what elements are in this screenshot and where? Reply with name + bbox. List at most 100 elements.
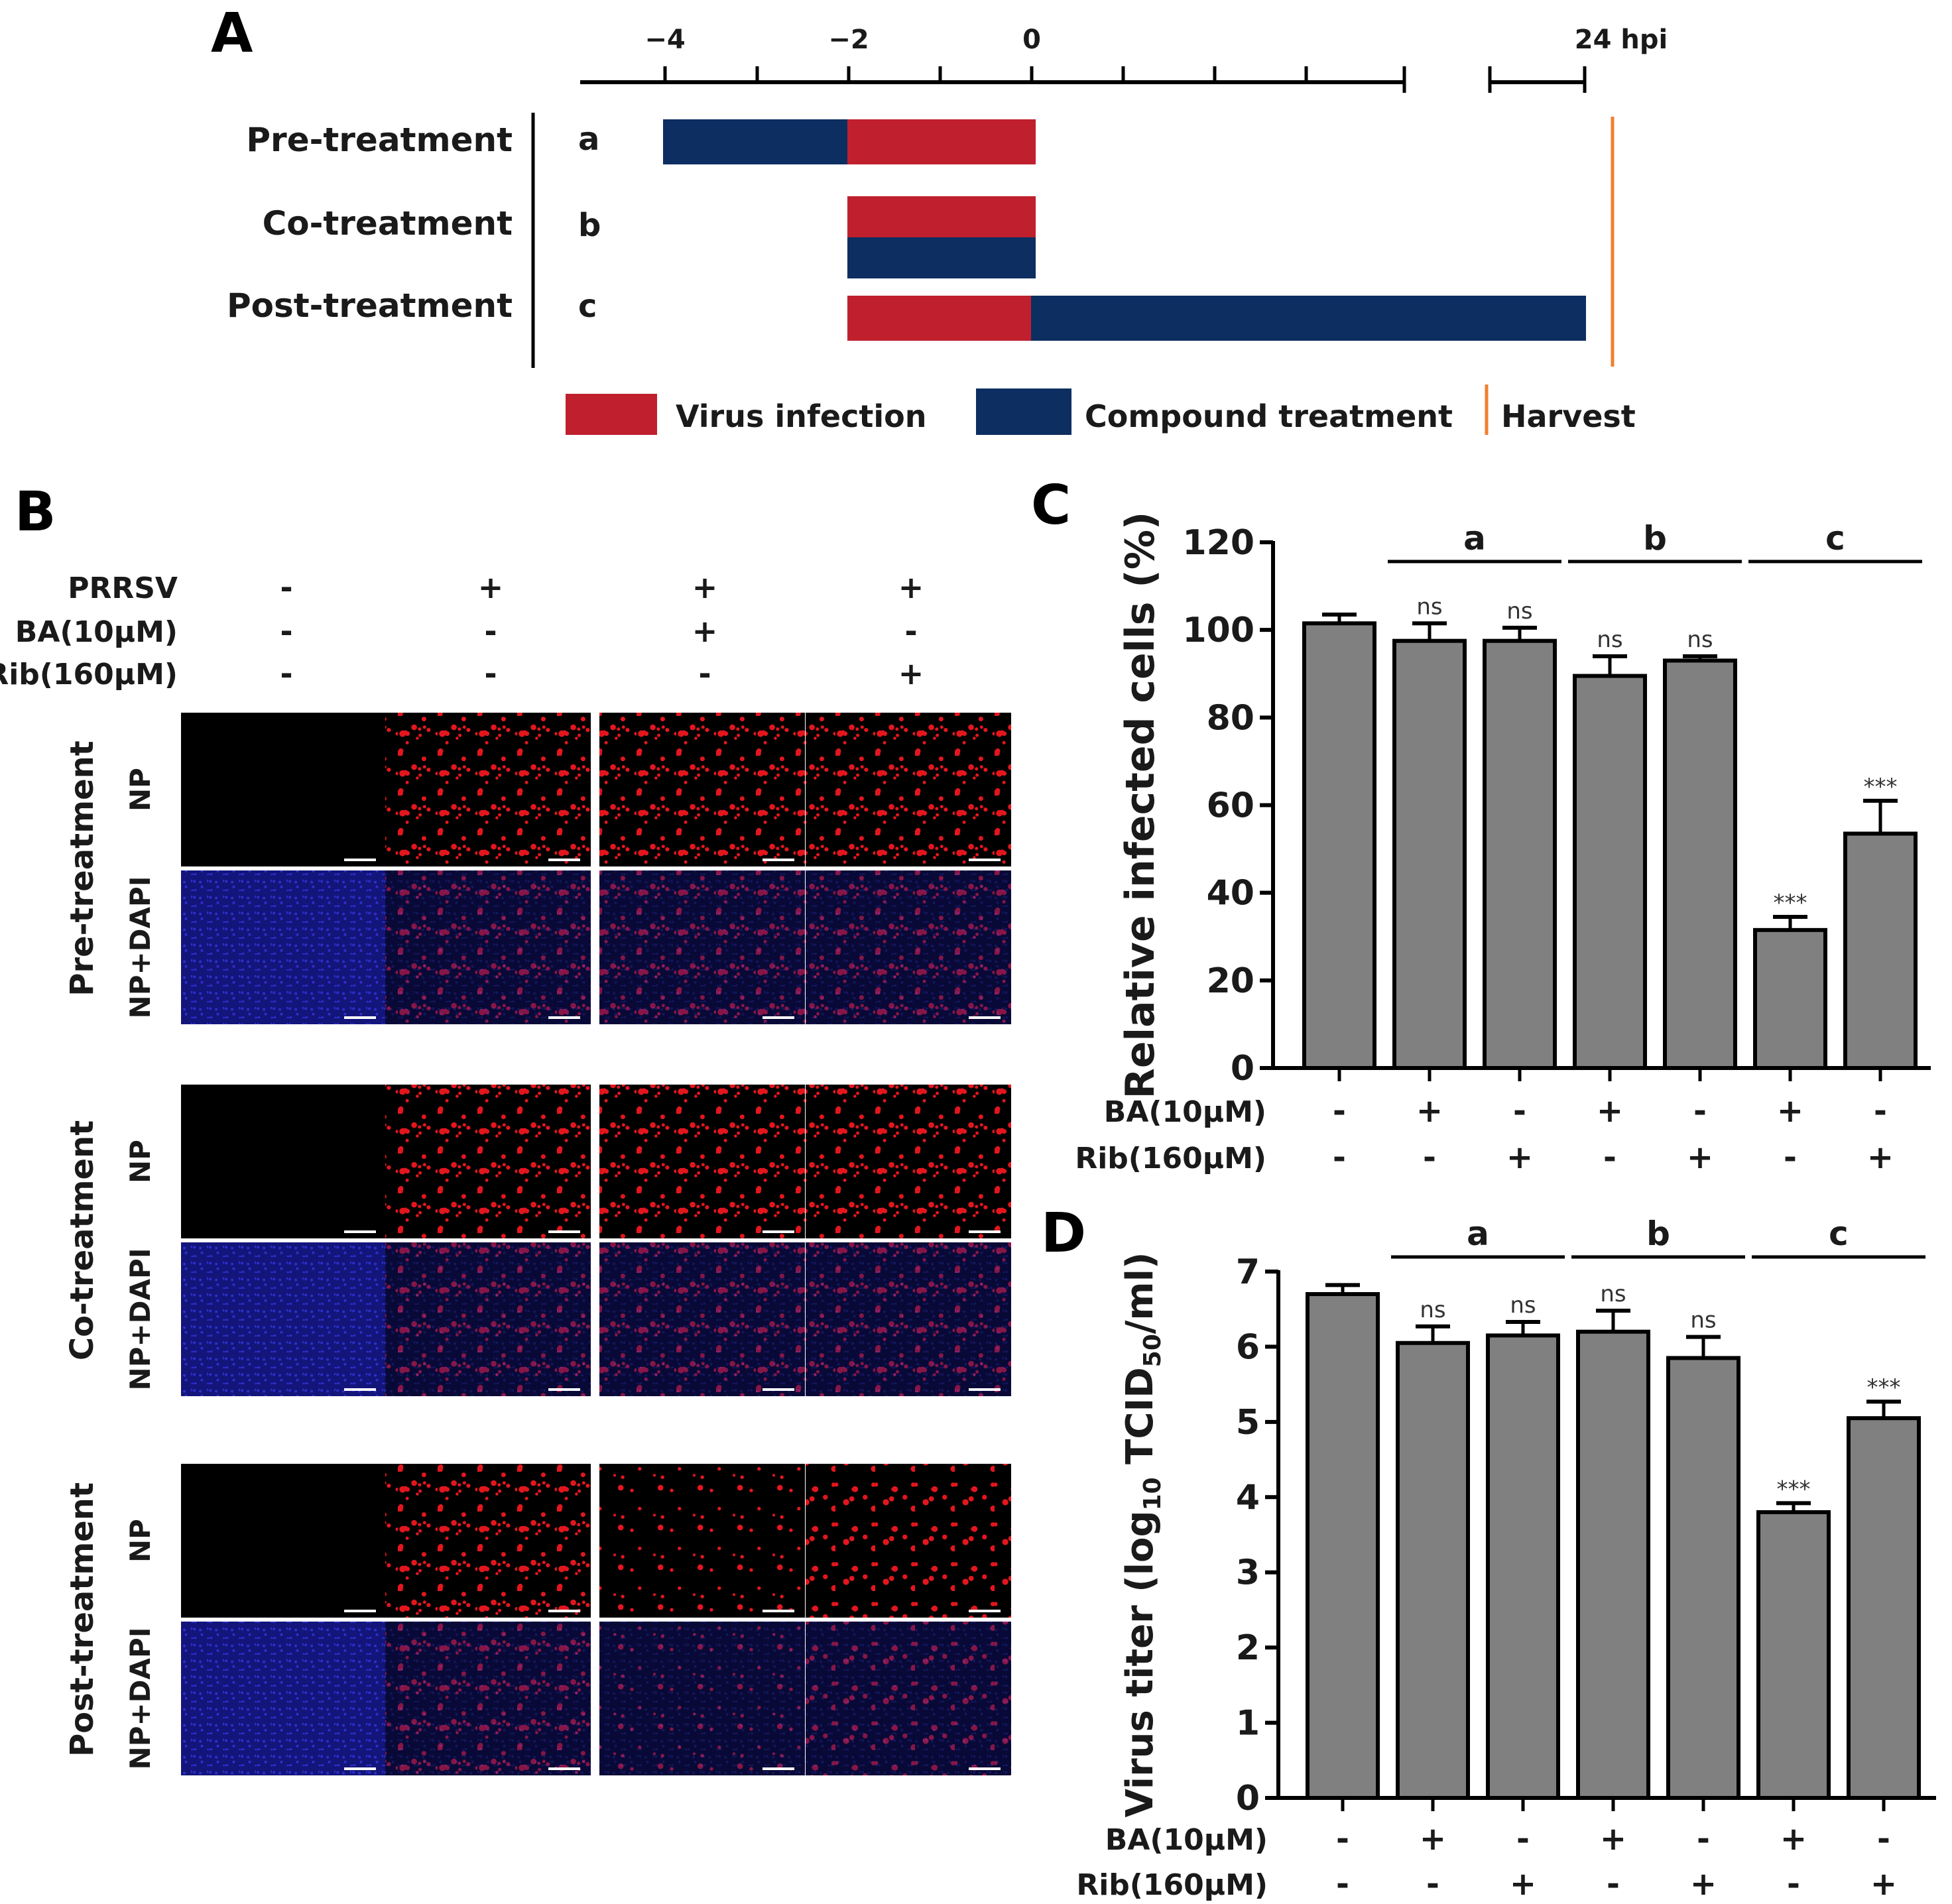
- treatment-label: Rib(160μM): [1076, 1868, 1268, 1902]
- panel-letter: D: [1041, 1202, 1086, 1265]
- post-compound-bar: [1031, 296, 1586, 341]
- co-compound-bar: [847, 237, 1036, 278]
- timeline-ticks: [663, 66, 1587, 93]
- y-tick-label: 20: [1207, 961, 1254, 1001]
- y-label-part: TCID: [1119, 1367, 1162, 1477]
- row-label: NP: [124, 1140, 156, 1183]
- bar: [1306, 1292, 1380, 1800]
- treatment-mark: -: [1693, 1093, 1707, 1130]
- treatment-mark: +: [1690, 1866, 1717, 1903]
- panel-letter: C: [1031, 474, 1071, 537]
- treatment-mark: -: [1697, 1820, 1710, 1858]
- np-overlay: [806, 1242, 1011, 1396]
- condition-mark: +: [898, 569, 924, 605]
- np-dapi-image: [181, 1242, 387, 1396]
- y-label-part: /ml): [1119, 1252, 1162, 1335]
- treatment-mark: +: [1510, 1866, 1536, 1903]
- y-tick-label: 2: [1236, 1628, 1260, 1668]
- row-code-c: c: [578, 288, 597, 325]
- np-image: [806, 713, 1011, 866]
- treatment-mark: +: [1420, 1820, 1446, 1858]
- co-virus-bar: [847, 196, 1036, 237]
- np-overlay: [385, 870, 591, 1024]
- significance-label: ns: [1416, 593, 1442, 620]
- micrograph-group: Post-treatment NP NP+DAPI: [64, 1464, 1011, 1775]
- treatment-mark: +: [1506, 1139, 1533, 1176]
- pre-compound-bar: [663, 119, 847, 164]
- significance-label: ns: [1420, 1297, 1445, 1323]
- treatment-mark: -: [1516, 1820, 1530, 1858]
- y-tick-label: 0: [1231, 1049, 1254, 1089]
- post-virus-bar: [847, 296, 1031, 341]
- y-axis-label: Virus titer (log10 TCID50/ml): [1119, 1252, 1166, 1818]
- condition-mark: +: [478, 569, 504, 605]
- bar: [1302, 621, 1376, 1070]
- treatment-mark: +: [1687, 1139, 1713, 1176]
- row-label: NP+DAPI: [124, 876, 156, 1019]
- treatment-label: Rib(160μM): [1075, 1142, 1266, 1175]
- treatment-mark: -: [1874, 1093, 1887, 1130]
- np-overlay: [385, 1622, 591, 1775]
- condition-mark: -: [484, 656, 497, 691]
- treatment-mark: -: [1333, 1093, 1346, 1130]
- micrograph-group: Co-treatment NP NP+DAPI: [64, 1085, 1011, 1396]
- condition-mark: -: [698, 656, 711, 691]
- tick-label-minus4: −4: [644, 25, 685, 55]
- group-label: Co-treatment: [64, 1120, 101, 1360]
- bar: [1576, 1329, 1650, 1800]
- np-image: [181, 1085, 387, 1238]
- group-label: Pre-treatment: [64, 741, 101, 996]
- bar: [1756, 1510, 1831, 1800]
- np-dapi-image: [181, 1622, 387, 1775]
- panel-a-letter: A: [211, 2, 253, 65]
- np-overlay: [806, 870, 1011, 1024]
- group-label: b: [1643, 519, 1667, 558]
- significance-label: ***: [1774, 890, 1807, 916]
- condition-marks: - + + + - - + - - - - +: [280, 569, 924, 691]
- condition-label-ba: BA(10μM): [15, 615, 178, 649]
- bar: [1392, 638, 1467, 1070]
- bar: [1483, 638, 1557, 1070]
- panel-d-chart: D 0 1 2 3 4 5 6 7 Virus titer (log10 TCID50/ml) - -…: [1041, 1202, 1936, 1903]
- bar: [1847, 1416, 1921, 1801]
- treatment-mark: +: [1777, 1093, 1803, 1130]
- condition-mark: -: [280, 613, 292, 649]
- panel-c-chart: C 0 20 40 60 80 100 120 Relative infected cells …: [1031, 474, 1931, 1176]
- group-label: c: [1829, 1215, 1849, 1253]
- panel-b-micrographs: B PRRSV BA(10μM) Rib(160μM) - + + + - - + - - - - +…: [0, 481, 1011, 1775]
- treatment-mark: +: [1867, 1139, 1894, 1176]
- treatment-mark: +: [1416, 1093, 1443, 1130]
- treatment-mark: -: [1877, 1820, 1890, 1858]
- np-image: [599, 713, 805, 866]
- panel-a-timeline: A −4 −2 0 24 hpi Pre-treatment Co-treatm…: [211, 2, 1668, 435]
- y-axis-label: Relative infected cells (%): [1117, 512, 1164, 1099]
- treatment-mark: +: [1870, 1866, 1897, 1903]
- significance-label: ***: [1867, 1374, 1901, 1401]
- significance-label: ns: [1600, 1281, 1626, 1307]
- treatment-mark: -: [1336, 1820, 1349, 1858]
- legend-virus-swatch: [566, 394, 657, 435]
- group-label: a: [1463, 519, 1486, 558]
- significance-label: ns: [1690, 1307, 1716, 1334]
- y-tick-label: 80: [1207, 698, 1254, 738]
- row-label-post: Post-treatment: [227, 286, 513, 325]
- y-tick-label: 60: [1207, 786, 1254, 826]
- y-tick-label: 7: [1236, 1252, 1260, 1292]
- micrograph-groups: Pre-treatment NP NP+DAPI Co-treatment NP NP+D…: [64, 713, 1011, 1775]
- treatment-mark: -: [1426, 1866, 1439, 1903]
- np-overlay: [385, 1242, 591, 1396]
- y-tick-label: 1: [1236, 1704, 1260, 1744]
- treatment-mark: -: [1333, 1139, 1346, 1176]
- group-label: a: [1467, 1215, 1489, 1253]
- np-image: [599, 1464, 805, 1618]
- significance-label: ***: [1864, 774, 1898, 800]
- condition-mark: -: [484, 613, 497, 649]
- significance-label: ns: [1597, 626, 1622, 653]
- treatment-mark: -: [1607, 1866, 1620, 1903]
- np-image: [385, 713, 591, 866]
- panel-b-letter: B: [15, 481, 56, 544]
- condition-label-rib: Rib(160μM): [0, 658, 178, 691]
- row-label: NP: [124, 1519, 156, 1563]
- micrograph-group: Pre-treatment NP NP+DAPI: [64, 713, 1011, 1024]
